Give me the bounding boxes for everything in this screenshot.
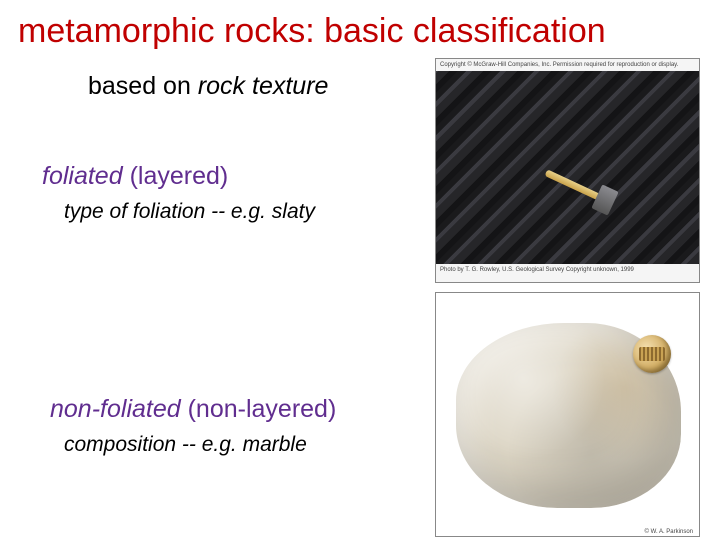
page-title: metamorphic rocks: basic classification — [18, 12, 606, 51]
subtitle: based on rock texture — [88, 72, 328, 101]
marble-rock-image: © W. A. Parkinson — [435, 292, 700, 537]
nonfoliated-heading: non-foliated (non-layered) — [50, 395, 336, 424]
foliated-heading: foliated (layered) — [42, 162, 228, 191]
image2-caption-bottom: © W. A. Parkinson — [645, 528, 693, 536]
image1-caption-top: Copyright © McGraw-Hill Companies, Inc. … — [436, 59, 699, 71]
subtitle-prefix: based on — [88, 72, 191, 100]
nonfoliated-subtext: composition -- e.g. marble — [64, 433, 307, 457]
foliated-subtext: type of foliation -- e.g. slaty — [64, 200, 315, 224]
nonfoliated-rest: (non-layered) — [181, 395, 337, 423]
foliated-rest: (layered) — [123, 162, 229, 190]
foliated-italic: foliated — [42, 162, 123, 190]
title-text: metamorphic rocks: basic classification — [18, 12, 606, 50]
image1-caption-bottom: Photo by T. G. Rowley, U.S. Geological S… — [436, 264, 699, 282]
slate-rock-image: Copyright © McGraw-Hill Companies, Inc. … — [435, 58, 700, 283]
coin-scale-icon — [633, 335, 671, 373]
nonfoliated-italic: non-foliated — [50, 395, 181, 423]
subtitle-italic: rock texture — [191, 72, 329, 100]
